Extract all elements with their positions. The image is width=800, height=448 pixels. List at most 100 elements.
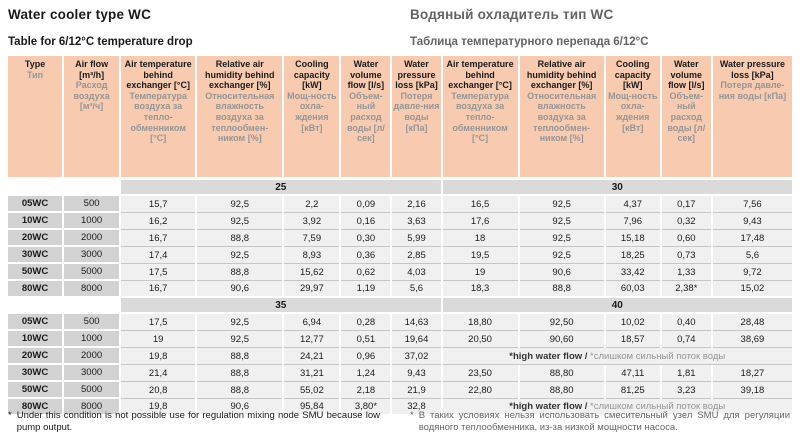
value-cell: 5,6 (392, 281, 441, 298)
value-cell: 16,2 (121, 213, 196, 230)
value-cell: 0,32 (661, 213, 711, 230)
wc-spec-table: Type Тип Air flow [m³/h] Расход воздуха [м³… (6, 56, 794, 416)
air-flow-cell: 3000 (64, 247, 120, 264)
footnote-text-ru: В таких условиях нельзя использовать сме… (418, 410, 790, 434)
value-cell: 28,48 (712, 314, 792, 331)
header-cell-2: Air temperature behind exchanger [°C] Тем… (121, 56, 196, 180)
value-cell: 24,21 (284, 348, 340, 365)
header-label-ru: Расход воздуха [м³/ч] (73, 80, 110, 112)
header-label-en: Air flow [m³/h] (75, 59, 109, 80)
data-row-50WC: 50WC 5000 20,8 88,8 55,02 2,18 21,9 22,80 88,80 8… (8, 382, 792, 399)
value-cell: 8,93 (284, 247, 340, 264)
type-cell: 05WC (8, 196, 63, 213)
header-cell-4: Cooling capacity [kW] Мощ-ность охла-жден… (284, 56, 340, 180)
value-cell: 38,69 (712, 331, 792, 348)
value-cell: 37,02 (392, 348, 441, 365)
value-cell: 3,63 (392, 213, 441, 230)
value-cell: 9,72 (712, 264, 792, 281)
value-cell: 19,5 (442, 247, 518, 264)
value-cell: 88,8 (197, 365, 283, 382)
value-cell: 88,8 (197, 348, 283, 365)
value-cell: 92,5 (519, 247, 604, 264)
type-cell: 20WC (8, 230, 63, 247)
data-row-05WC: 05WC 500 15,7 92,5 2,2 0,09 2,16 16,5 92,5 4,37 0,… (8, 196, 792, 213)
value-cell: 17,5 (121, 314, 196, 331)
value-cell: 7,56 (712, 196, 792, 213)
value-cell: 5,6 (712, 247, 792, 264)
footnote-ru: * В таких условиях нельзя использовать с… (410, 410, 790, 435)
air-flow-cell: 2000 (64, 230, 120, 247)
value-cell: 2,16 (392, 196, 441, 213)
data-row-80WC: 80WC 8000 16,7 90,6 29,97 1,19 5,6 18,3 88,8 60,0… (8, 281, 792, 298)
value-cell: 19 (442, 264, 518, 281)
value-cell: 92,5 (197, 213, 283, 230)
value-cell: 20,50 (442, 331, 518, 348)
value-cell: 14,63 (392, 314, 441, 331)
value-cell: 60,03 (605, 281, 660, 298)
value-cell: 23,50 (442, 365, 518, 382)
table-header-row: Type Тип Air flow [m³/h] Расход воздуха [м³… (8, 56, 792, 180)
type-cell: 80WC (8, 399, 63, 416)
value-cell: 90,60 (519, 331, 604, 348)
page-title-en: Water cooler type WC (8, 7, 152, 22)
value-cell: 0,62 (341, 264, 391, 281)
value-cell: 1,81 (661, 365, 711, 382)
value-cell: 19 (121, 331, 196, 348)
band-label-left: 25 (121, 180, 441, 196)
value-cell: 17,5 (121, 264, 196, 281)
value-cell: 5,99 (392, 230, 441, 247)
value-cell: 1,24 (341, 365, 391, 382)
value-cell: 0,36 (341, 247, 391, 264)
value-cell: 92,5 (519, 196, 604, 213)
value-cell: 20,8 (121, 382, 196, 399)
air-flow-cell: 5000 (64, 264, 120, 281)
value-cell: 4,03 (392, 264, 441, 281)
header-label-ru: Объем-ный расход воды [л/сек] (667, 90, 706, 144)
value-cell: 1,19 (341, 281, 391, 298)
header-label-ru: Потеря давле-ния воды [кПа] (393, 90, 440, 133)
note-ru: *слишком сильный поток воды (587, 401, 726, 412)
header-label-ru: Относительная влажность воздуха за тепло… (205, 90, 275, 144)
value-cell: 92,5 (197, 331, 283, 348)
header-label-en: Relative air humidity behind exchanger [… (205, 59, 275, 91)
header-label-ru: Потеря давле-ния воды [кПа] (718, 80, 787, 101)
header-label-ru: Температура воздуха за тепло-обменником … (129, 90, 187, 144)
band-row-0: 25 30 (8, 180, 792, 196)
data-row-50WC: 50WC 5000 17,5 88,8 15,62 0,62 4,03 19 90,6 33,42… (8, 264, 792, 281)
page-title-ru: Водяный охладитель тип WC (410, 7, 614, 22)
value-cell: 32,8 (392, 399, 441, 416)
value-cell: 0,96 (341, 348, 391, 365)
note-ru: *слишком сильный поток воды (587, 350, 726, 362)
data-row-20WC: 20WC 2000 16,7 88,8 7,59 0,30 5,99 18 92,5 15,18 0… (8, 230, 792, 247)
data-row-30WC: 30WC 3000 17,4 92,5 8,93 0,36 2,85 19,5 92,5 18,2… (8, 247, 792, 264)
data-row-10WC: 10WC 1000 16,2 92,5 3,92 0,16 3,63 17,6 92,5 7,96… (8, 213, 792, 230)
footnote-text-en: Under this condition is not possible use… (16, 410, 380, 434)
value-cell: 15,62 (284, 264, 340, 281)
type-cell: 20WC (8, 348, 63, 365)
header-label-ru: Объем-ный расход воды [л/сек] (346, 90, 385, 144)
value-cell: 18,80 (442, 314, 518, 331)
value-cell: 18,25 (605, 247, 660, 264)
value-cell: 0,16 (341, 213, 391, 230)
note-en: *high water flow / (509, 401, 588, 412)
value-cell: 88,8 (197, 382, 283, 399)
value-cell: 47,11 (605, 365, 660, 382)
value-cell: 16,7 (121, 281, 196, 298)
header-cell-8: Relative air humidity behind exchanger [… (519, 56, 604, 180)
value-cell: 3,92 (284, 213, 340, 230)
value-cell: 95,84 (284, 399, 340, 416)
value-cell: 1,33 (661, 264, 711, 281)
air-flow-cell: 500 (64, 314, 120, 331)
value-cell: 19,64 (392, 331, 441, 348)
value-cell: 17,4 (121, 247, 196, 264)
high-water-flow-note-cell: *high water flow / *слишком сильный пото… (442, 348, 792, 365)
type-cell: 30WC (8, 247, 63, 264)
header-label-en: Water volume flow [l/s] (668, 59, 705, 91)
type-cell: 10WC (8, 213, 63, 230)
value-cell: 0,30 (341, 230, 391, 247)
footnote-marker: * (410, 410, 414, 421)
value-cell: 90,6 (197, 399, 283, 416)
header-label-ru: Мощ-ность охла-ждения [кВт] (608, 90, 658, 133)
header-label-en: Water volume flow [l/s] (347, 59, 385, 91)
value-cell: 90,6 (519, 264, 604, 281)
